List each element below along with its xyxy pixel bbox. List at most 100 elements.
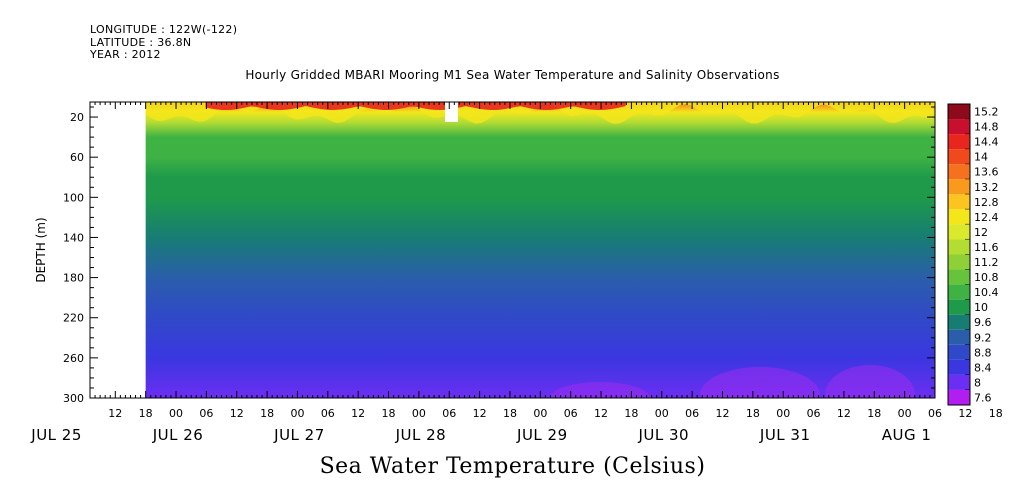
colorbar-label: 9.2 <box>974 331 992 344</box>
x-hour-tick-label: 12 <box>715 407 729 420</box>
cold-pocket <box>550 382 650 398</box>
colorbar-label: 10.8 <box>974 271 999 284</box>
y-tick-label: 20 <box>70 111 84 124</box>
x-date-label: JUL 27 <box>273 426 325 444</box>
missing-data-gap <box>445 102 458 122</box>
x-hour-tick-label: 06 <box>442 407 456 420</box>
colorbar-label: 10.4 <box>974 286 999 299</box>
plot-frame <box>89 101 936 399</box>
chart-title: Hourly Gridded MBARI Mooring M1 Sea Wate… <box>245 68 780 82</box>
colorbar-swatch <box>948 209 970 225</box>
y-tick-label: 60 <box>70 151 84 164</box>
x-date-label: JUL 25 <box>30 426 82 444</box>
y-axis-label: DEPTH (m) <box>34 217 48 282</box>
colorbar-label: 8.8 <box>974 346 992 359</box>
colorbar-label: 12.4 <box>974 211 999 224</box>
colorbar-label: 14.4 <box>974 136 999 149</box>
colorbar-label: 12 <box>974 226 988 239</box>
latitude-label: LATITUDE : 36.8N <box>90 35 192 49</box>
x-hour-tick-label: 18 <box>624 407 638 420</box>
y-tick-label: 220 <box>63 312 84 325</box>
colorbar-swatch <box>948 134 970 150</box>
year-label: YEAR : 2012 <box>90 48 161 61</box>
x-hour-tick-label: 06 <box>321 407 335 420</box>
colorbar-swatch <box>948 239 970 255</box>
x-hour-tick-label: 12 <box>837 407 851 420</box>
colorbar-label: 11.6 <box>974 241 999 254</box>
x-hour-tick-label: 06 <box>564 407 578 420</box>
colorbar-label: 14.8 <box>974 121 999 134</box>
x-hour-tick-label: 00 <box>412 407 426 420</box>
x-hour-tick-label: 18 <box>139 407 153 420</box>
colorbar-swatch <box>948 374 970 390</box>
longitude-label: LONGITUDE : 122W(-122) <box>90 23 238 36</box>
colorbar-label: 9.6 <box>974 316 992 329</box>
colorbar-swatch <box>948 284 970 300</box>
x-hour-tick-label: 06 <box>928 407 942 420</box>
x-date-label: AUG 1 <box>882 426 932 444</box>
x-hour-tick-label: 12 <box>351 407 365 420</box>
x-hour-tick-label: 06 <box>807 407 821 420</box>
colorbar-frame <box>947 103 971 406</box>
colorbar-label: 7.6 <box>974 391 992 404</box>
y-tick-label: 300 <box>63 392 84 405</box>
colorbar-swatch <box>948 104 970 120</box>
colorbar-swatch <box>948 359 970 375</box>
x-date-label: JUL 26 <box>152 426 204 444</box>
x-hour-tick-label: 00 <box>533 407 547 420</box>
colorbar-swatch <box>948 119 970 135</box>
x-hour-tick-label: 12 <box>230 407 244 420</box>
x-hour-tick-label: 18 <box>989 407 1003 420</box>
x-axis-title: Sea Water Temperature (Celsius) <box>319 454 706 479</box>
x-hour-tick-label: 12 <box>958 407 972 420</box>
colorbar: 15.2 14.8 14.4 14 13.6 13.2 12.8 12.4 12 11.6 11.2… <box>947 103 999 406</box>
colorbar-swatch <box>948 179 970 195</box>
colorbar-swatch <box>948 254 970 270</box>
colorbar-swatch <box>948 344 970 360</box>
x-hour-tick-label: 18 <box>260 407 274 420</box>
colorbar-swatch <box>948 389 970 405</box>
colorbar-label: 11.2 <box>974 256 999 269</box>
y-tick-label: 100 <box>63 191 84 204</box>
x-hour-tick-label: 12 <box>473 407 487 420</box>
heatmap-plot-area <box>145 102 935 398</box>
x-hour-tick-label: 00 <box>290 407 304 420</box>
x-hour-tick-label: 00 <box>776 407 790 420</box>
colorbar-swatch <box>948 194 970 210</box>
x-date-label: JUL 31 <box>759 426 811 444</box>
cold-pocket <box>825 365 915 398</box>
x-hour-tick-label: 18 <box>382 407 396 420</box>
colorbar-label: 8.4 <box>974 361 992 374</box>
colorbar-swatch <box>948 329 970 345</box>
colorbar-swatch <box>948 149 970 165</box>
axes: 20 60 100 140 180 220 260 300 12 18 00 06 12 18 00 06 12… <box>30 101 1003 444</box>
colorbar-swatch <box>948 269 970 285</box>
colorbar-label: 12.8 <box>974 196 999 209</box>
x-date-label: JUL 28 <box>395 426 447 444</box>
surface-hot-layer <box>205 102 626 110</box>
x-hour-tick-label: 06 <box>685 407 699 420</box>
y-tick-label: 180 <box>63 272 84 285</box>
temperature-field <box>145 102 935 398</box>
colorbar-swatch <box>948 299 970 315</box>
cold-pocket <box>700 367 820 398</box>
x-hour-tick-label: 00 <box>898 407 912 420</box>
location-info: LONGITUDE : 122W(-122) LATITUDE : 36.8N … <box>90 23 238 62</box>
colorbar-swatch <box>948 314 970 330</box>
colorbar-label: 8 <box>974 376 981 389</box>
y-tick-label: 260 <box>63 352 84 365</box>
x-hour-tick-label: 06 <box>199 407 213 420</box>
y-tick-label: 140 <box>63 231 84 244</box>
x-hour-tick-label: 12 <box>594 407 608 420</box>
x-date-label: JUL 30 <box>637 426 689 444</box>
x-date-label: JUL 29 <box>516 426 568 444</box>
colorbar-label: 13.2 <box>974 181 999 194</box>
x-hour-tick-label: 00 <box>169 407 183 420</box>
x-hour-tick-label: 00 <box>655 407 669 420</box>
colorbar-swatch <box>948 224 970 240</box>
x-hour-tick-label: 12 <box>108 407 122 420</box>
x-hour-tick-label: 18 <box>503 407 517 420</box>
colorbar-swatch <box>948 164 970 180</box>
x-hour-tick-label: 18 <box>746 407 760 420</box>
